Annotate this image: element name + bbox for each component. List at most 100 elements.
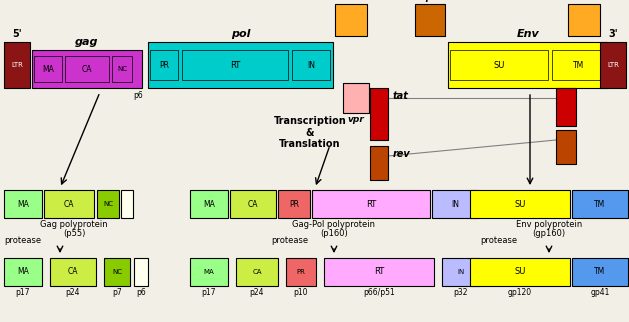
Text: p66/p51: p66/p51: [363, 288, 395, 297]
Bar: [572, 258, 628, 286]
Bar: [343, 83, 369, 113]
Bar: [50, 258, 96, 286]
Bar: [97, 190, 119, 218]
Text: Env: Env: [516, 29, 540, 39]
Text: (p160): (p160): [320, 229, 348, 238]
Text: nef: nef: [576, 0, 592, 2]
Text: TM: TM: [574, 61, 584, 70]
Bar: [292, 50, 330, 80]
Bar: [442, 258, 480, 286]
Bar: [65, 56, 109, 82]
Text: protease: protease: [4, 235, 41, 244]
Text: CA: CA: [82, 64, 92, 73]
Text: LTR: LTR: [11, 62, 23, 68]
Bar: [182, 50, 288, 80]
Text: gag: gag: [75, 37, 99, 47]
Bar: [600, 42, 626, 88]
Bar: [432, 190, 478, 218]
Text: PR: PR: [159, 61, 169, 70]
Text: PR: PR: [289, 200, 299, 209]
Bar: [44, 190, 94, 218]
Bar: [150, 50, 178, 80]
Text: SU: SU: [493, 61, 504, 70]
Text: gp120: gp120: [508, 288, 532, 297]
Text: IN: IN: [307, 61, 315, 70]
Text: protease: protease: [272, 235, 309, 244]
Text: SU: SU: [515, 200, 526, 209]
Text: p17: p17: [202, 288, 216, 297]
Text: rev: rev: [393, 149, 411, 159]
Bar: [236, 258, 278, 286]
Bar: [335, 4, 367, 36]
Bar: [286, 258, 316, 286]
Bar: [4, 190, 42, 218]
Text: (p55): (p55): [63, 229, 85, 238]
Text: IN: IN: [457, 269, 465, 275]
Bar: [4, 258, 42, 286]
Bar: [470, 190, 570, 218]
Bar: [148, 42, 333, 88]
Text: p7: p7: [112, 288, 122, 297]
Text: IN: IN: [451, 200, 459, 209]
Bar: [190, 190, 228, 218]
Text: pol: pol: [231, 29, 250, 39]
Bar: [370, 88, 388, 140]
Text: p10: p10: [294, 288, 308, 297]
Text: gp41: gp41: [590, 288, 610, 297]
Text: nef: nef: [343, 0, 359, 2]
Text: 5': 5': [12, 29, 22, 39]
Bar: [34, 56, 62, 82]
Text: NC: NC: [103, 201, 113, 207]
Text: protease: protease: [480, 235, 517, 244]
Bar: [568, 4, 600, 36]
Text: TM: TM: [594, 200, 606, 209]
Text: p24: p24: [66, 288, 81, 297]
Text: CA: CA: [248, 200, 259, 209]
Text: tat: tat: [393, 91, 409, 101]
Text: MA: MA: [17, 200, 29, 209]
Text: RT: RT: [374, 268, 384, 277]
Bar: [556, 88, 576, 126]
Text: CA: CA: [68, 268, 78, 277]
Text: p17: p17: [16, 288, 30, 297]
Bar: [572, 190, 628, 218]
Text: p6: p6: [136, 288, 146, 297]
Text: MA: MA: [17, 268, 29, 277]
Text: PR: PR: [296, 269, 306, 275]
Text: p32: p32: [454, 288, 468, 297]
Bar: [324, 258, 434, 286]
Bar: [470, 258, 570, 286]
Text: RT: RT: [230, 61, 240, 70]
Text: p24: p24: [250, 288, 264, 297]
Bar: [32, 50, 142, 88]
Text: Gag-Pol polyprotein: Gag-Pol polyprotein: [292, 220, 376, 229]
Bar: [4, 42, 30, 88]
Bar: [552, 50, 606, 80]
Text: NC: NC: [112, 269, 122, 275]
Text: (gp160): (gp160): [532, 229, 565, 238]
Text: Gag polyprotein: Gag polyprotein: [40, 220, 108, 229]
Bar: [450, 50, 548, 80]
Text: vpu: vpu: [421, 0, 440, 2]
Text: MA: MA: [203, 200, 215, 209]
Text: p6: p6: [133, 91, 143, 100]
Bar: [556, 130, 576, 164]
Bar: [104, 258, 130, 286]
Bar: [448, 42, 608, 88]
Bar: [370, 146, 388, 180]
Text: CA: CA: [64, 200, 74, 209]
Text: RT: RT: [366, 200, 376, 209]
Bar: [312, 190, 430, 218]
Bar: [112, 56, 132, 82]
Bar: [415, 4, 445, 36]
Text: SU: SU: [515, 268, 526, 277]
Text: vpr: vpr: [348, 115, 364, 124]
Text: CA: CA: [252, 269, 262, 275]
Text: TM: TM: [594, 268, 606, 277]
Text: 3': 3': [608, 29, 618, 39]
Text: NC: NC: [117, 66, 127, 72]
Text: Env polyprotein: Env polyprotein: [516, 220, 582, 229]
Text: LTR: LTR: [607, 62, 619, 68]
Bar: [190, 258, 228, 286]
Text: MA: MA: [204, 269, 214, 275]
